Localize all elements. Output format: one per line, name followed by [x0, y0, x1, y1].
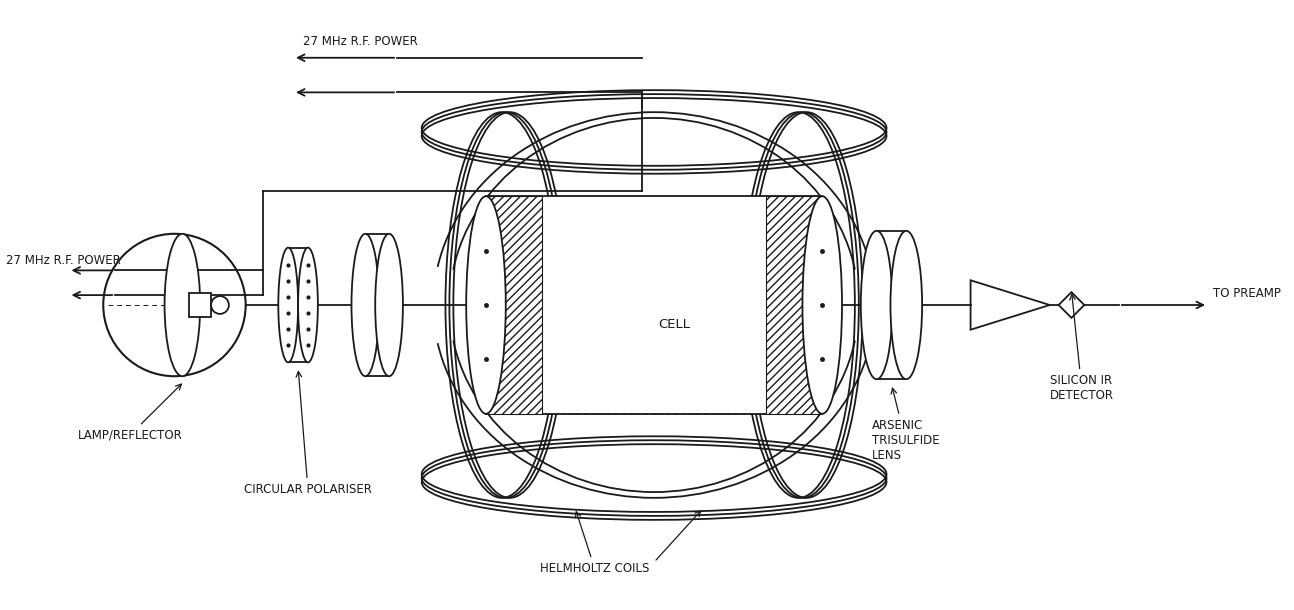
Ellipse shape — [466, 196, 506, 414]
Bar — [766, 196, 820, 414]
Text: SILICON IR
DETECTOR: SILICON IR DETECTOR — [1049, 294, 1114, 402]
Text: ARSENIC
TRISULFIDE
LENS: ARSENIC TRISULFIDE LENS — [872, 388, 939, 462]
Bar — [289, 248, 308, 362]
Ellipse shape — [278, 248, 298, 362]
Bar — [876, 231, 906, 379]
Ellipse shape — [164, 234, 201, 376]
Text: HELMHOLTZ COILS: HELMHOLTZ COILS — [540, 512, 650, 575]
Text: 27 MHz R.F. POWER: 27 MHz R.F. POWER — [6, 254, 122, 267]
Bar — [365, 234, 389, 376]
Ellipse shape — [375, 234, 402, 376]
Text: CIRCULAR POLARISER: CIRCULAR POLARISER — [245, 371, 371, 496]
Bar — [487, 196, 822, 414]
Ellipse shape — [802, 196, 842, 414]
Text: LAMP/REFLECTOR: LAMP/REFLECTOR — [78, 384, 182, 442]
Ellipse shape — [861, 231, 893, 379]
Ellipse shape — [298, 248, 318, 362]
Text: TO PREAMP: TO PREAMP — [1212, 287, 1281, 300]
Bar — [488, 196, 542, 414]
Ellipse shape — [352, 234, 379, 376]
Ellipse shape — [890, 231, 923, 379]
Bar — [189, 293, 211, 317]
Text: 27 MHz R.F. POWER: 27 MHz R.F. POWER — [303, 35, 418, 48]
Text: CELL: CELL — [657, 318, 690, 331]
